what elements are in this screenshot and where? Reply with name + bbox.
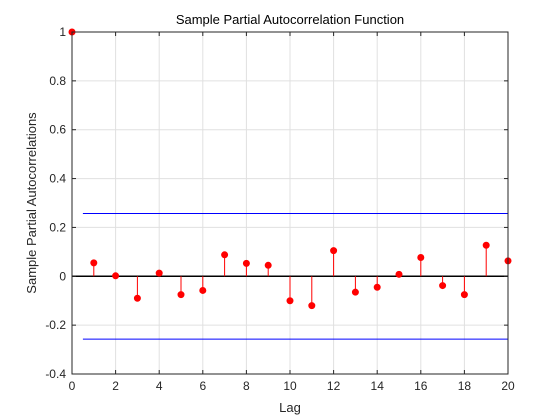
stem-marker <box>177 291 185 299</box>
stem-marker <box>112 272 120 280</box>
x-tick-label: 10 <box>283 379 297 393</box>
chart-title: Sample Partial Autocorrelation Function <box>176 12 404 27</box>
y-tick-label: 0.6 <box>49 123 66 137</box>
stem-marker <box>264 261 272 269</box>
x-tick-label: 20 <box>501 379 515 393</box>
x-tick-label: 8 <box>243 379 250 393</box>
x-axis-label: Lag <box>279 400 301 415</box>
x-tick-label: 12 <box>327 379 341 393</box>
stem-marker <box>155 269 163 277</box>
stem-marker <box>308 302 316 310</box>
stem-marker <box>482 241 490 249</box>
stem-marker <box>133 294 141 302</box>
stem-marker <box>242 259 250 267</box>
y-tick-label: 0.8 <box>49 74 66 88</box>
stem-marker <box>439 282 447 290</box>
stem-marker <box>221 251 229 259</box>
stem-marker <box>286 297 294 305</box>
y-axis-label: Sample Partial Autocorrelations <box>24 112 39 294</box>
x-tick-label: 16 <box>414 379 428 393</box>
y-tick-label: -0.4 <box>45 367 66 381</box>
y-tick-label: -0.2 <box>45 318 66 332</box>
y-tick-label: 1 <box>59 25 66 39</box>
stem-marker <box>395 270 403 278</box>
stem-marker <box>199 286 207 294</box>
y-ticks: -0.4 -0.2 0 0.2 0.4 0.6 0.8 1 <box>45 25 508 381</box>
x-tick-label: 2 <box>112 379 119 393</box>
x-tick-label: 14 <box>371 379 385 393</box>
stem-marker <box>460 291 468 299</box>
stem-marker <box>90 259 98 267</box>
y-tick-label: 0 <box>59 269 66 283</box>
x-tick-label: 0 <box>69 379 76 393</box>
confidence-bounds <box>82 213 508 340</box>
y-tick-label: 0.2 <box>49 220 66 234</box>
y-tick-label: 0.4 <box>49 172 66 186</box>
stems <box>68 28 512 310</box>
stem-marker <box>417 253 425 261</box>
stem-marker <box>351 288 359 296</box>
x-tick-label: 4 <box>156 379 163 393</box>
x-tick-label: 6 <box>199 379 206 393</box>
stem-marker <box>373 283 381 291</box>
stem-marker <box>330 247 338 255</box>
x-ticks: 0 2 4 6 8 10 12 14 16 18 20 <box>69 32 515 393</box>
x-tick-label: 18 <box>458 379 472 393</box>
